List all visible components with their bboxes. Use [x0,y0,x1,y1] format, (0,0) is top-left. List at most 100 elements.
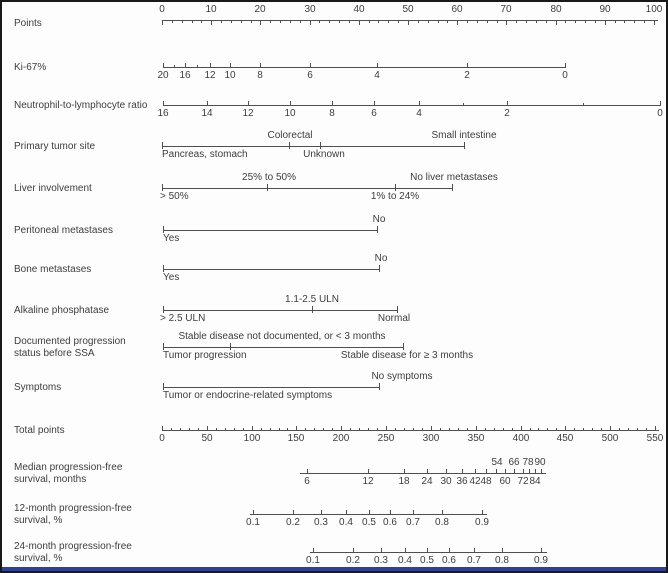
axis-tick-total-points [413,428,414,430]
axis-tick-median-pfs-months [496,469,497,473]
tick-label-total-points: 150 [287,433,305,444]
tick-label-alkaline-phosphatase: > 2.5 ULN [160,313,206,324]
axis-tick-points [506,21,507,25]
axis-tick-ki67 [310,63,311,67]
axis-tick-bone-metastases [163,265,164,272]
axis-tick-points [349,21,350,23]
axis-tick-median-pfs-months [486,469,487,473]
tick-label-nlr: 10 [284,108,296,119]
axis-tick-points [644,21,645,23]
axis-line-pfs-24-month [310,552,547,553]
tick-label-points: 10 [205,4,217,15]
axis-tick-primary-tumor-site [464,142,465,149]
axis-tick-pfs-12-month [369,510,370,514]
axis-line-peritoneal-metastases [163,230,378,231]
tick-label-total-points: 550 [646,433,664,444]
axis-tick-total-points [521,426,522,430]
axis-tick-ki67 [210,63,211,67]
axis-tick-total-points [556,428,557,430]
axis-tick-nlr [463,103,464,105]
axis-tick-points [615,21,616,23]
axis-tick-median-pfs-months [446,469,447,473]
axis-tick-liver-involvement [267,184,268,191]
axis-tick-pfs-12-month [442,510,443,514]
axis-tick-total-points [592,428,593,430]
axis-tick-points [339,21,340,23]
axis-tick-median-pfs-months [427,469,428,473]
axis-tick-ki67 [565,63,566,67]
axis-line-median-pfs-months [300,473,546,474]
axis-tick-peritoneal-metastases [377,226,378,233]
tick-label-pfs-24-month: 0.2 [346,555,360,566]
tick-label-liver-involvement: 1% to 24% [370,191,420,202]
tick-label-median-pfs-months: 36 [456,476,468,487]
axis-tick-points [251,21,252,23]
axis-tick-points [536,21,537,23]
tick-label-median-pfs-months: 6 [304,476,310,487]
tick-label-nlr: 14 [201,108,213,119]
tick-label-nlr: 16 [157,108,169,119]
tick-label-median-pfs-months: 24 [421,476,433,487]
axis-tick-points [624,21,625,23]
axis-tick-median-pfs-months [505,469,506,473]
axis-tick-points [388,21,389,23]
row-label-progression-status: Documented progression status before SSA [14,336,126,359]
axis-tick-ki67 [174,65,175,67]
tick-label-ki67: 2 [464,70,470,81]
axis-tick-points [162,21,163,25]
tick-label-ki67: 12 [204,70,216,81]
axis-tick-ki67 [260,63,261,67]
axis-line-primary-tumor-site [162,146,465,147]
axis-tick-total-points [314,428,315,430]
axis-tick-symptoms [379,383,380,390]
tick-label-median-pfs-months: 18 [398,476,410,487]
axis-tick-points [477,21,478,23]
axis-tick-total-points [386,426,387,430]
row-label-alkaline-phosphatase: Alkaline phosphatase [14,305,110,316]
axis-tick-total-points [225,428,226,430]
axis-tick-nlr [507,101,508,105]
axis-tick-primary-tumor-site [320,142,321,149]
tick-label-total-points: 250 [377,433,395,444]
axis-tick-pfs-24-month [541,548,542,552]
axis-tick-total-points [270,428,271,430]
tick-label-pfs-12-month: 0.1 [246,517,260,528]
tick-label-points: 90 [599,4,611,15]
tick-label-total-points: 500 [601,433,619,444]
axis-tick-points [280,21,281,23]
tick-label-total-points: 350 [467,433,485,444]
axis-line-alkaline-phosphatase [163,310,398,311]
tick-label-pfs-12-month: 0.5 [362,517,376,528]
axis-tick-pfs-24-month [313,548,314,552]
tick-label-nlr: 8 [329,108,335,119]
tick-label-median-pfs-months: 48 [480,476,492,487]
axis-tick-median-pfs-months [368,469,369,473]
tick-label-pfs-24-month: 0.3 [374,555,388,566]
axis-tick-ki67 [377,63,378,67]
tick-label-points: 30 [304,4,316,15]
tick-label-nlr: 6 [371,108,377,119]
axis-tick-points [398,21,399,23]
axis-tick-nlr [163,101,164,105]
tick-label-pfs-24-month: 0.8 [495,555,509,566]
axis-tick-total-points [467,428,468,430]
axis-tick-total-points [655,426,656,430]
axis-line-progression-status [163,347,404,348]
tick-label-progression-status: Tumor progression [163,350,247,361]
axis-tick-pfs-24-month [474,548,475,552]
axis-tick-total-points [476,426,477,430]
axis-tick-liver-involvement [395,184,396,191]
axis-tick-alkaline-phosphatase [312,306,313,313]
tick-label-peritoneal-metastases: No [372,214,386,225]
tick-label-median-pfs-months: 54 [491,457,503,468]
axis-tick-total-points [359,428,360,430]
axis-tick-points [556,21,557,25]
row-label-ki67: Ki-67% [14,62,47,73]
row-label-pfs-24-month: 24-month progression-free survival, % [14,541,132,564]
axis-tick-total-points [279,428,280,430]
axis-tick-total-points [547,428,548,430]
axis-tick-ki67 [197,65,198,67]
tick-label-median-pfs-months: 78 [522,457,534,468]
row-label-points: Points [14,18,42,29]
tick-label-pfs-24-month: 0.9 [534,555,548,566]
